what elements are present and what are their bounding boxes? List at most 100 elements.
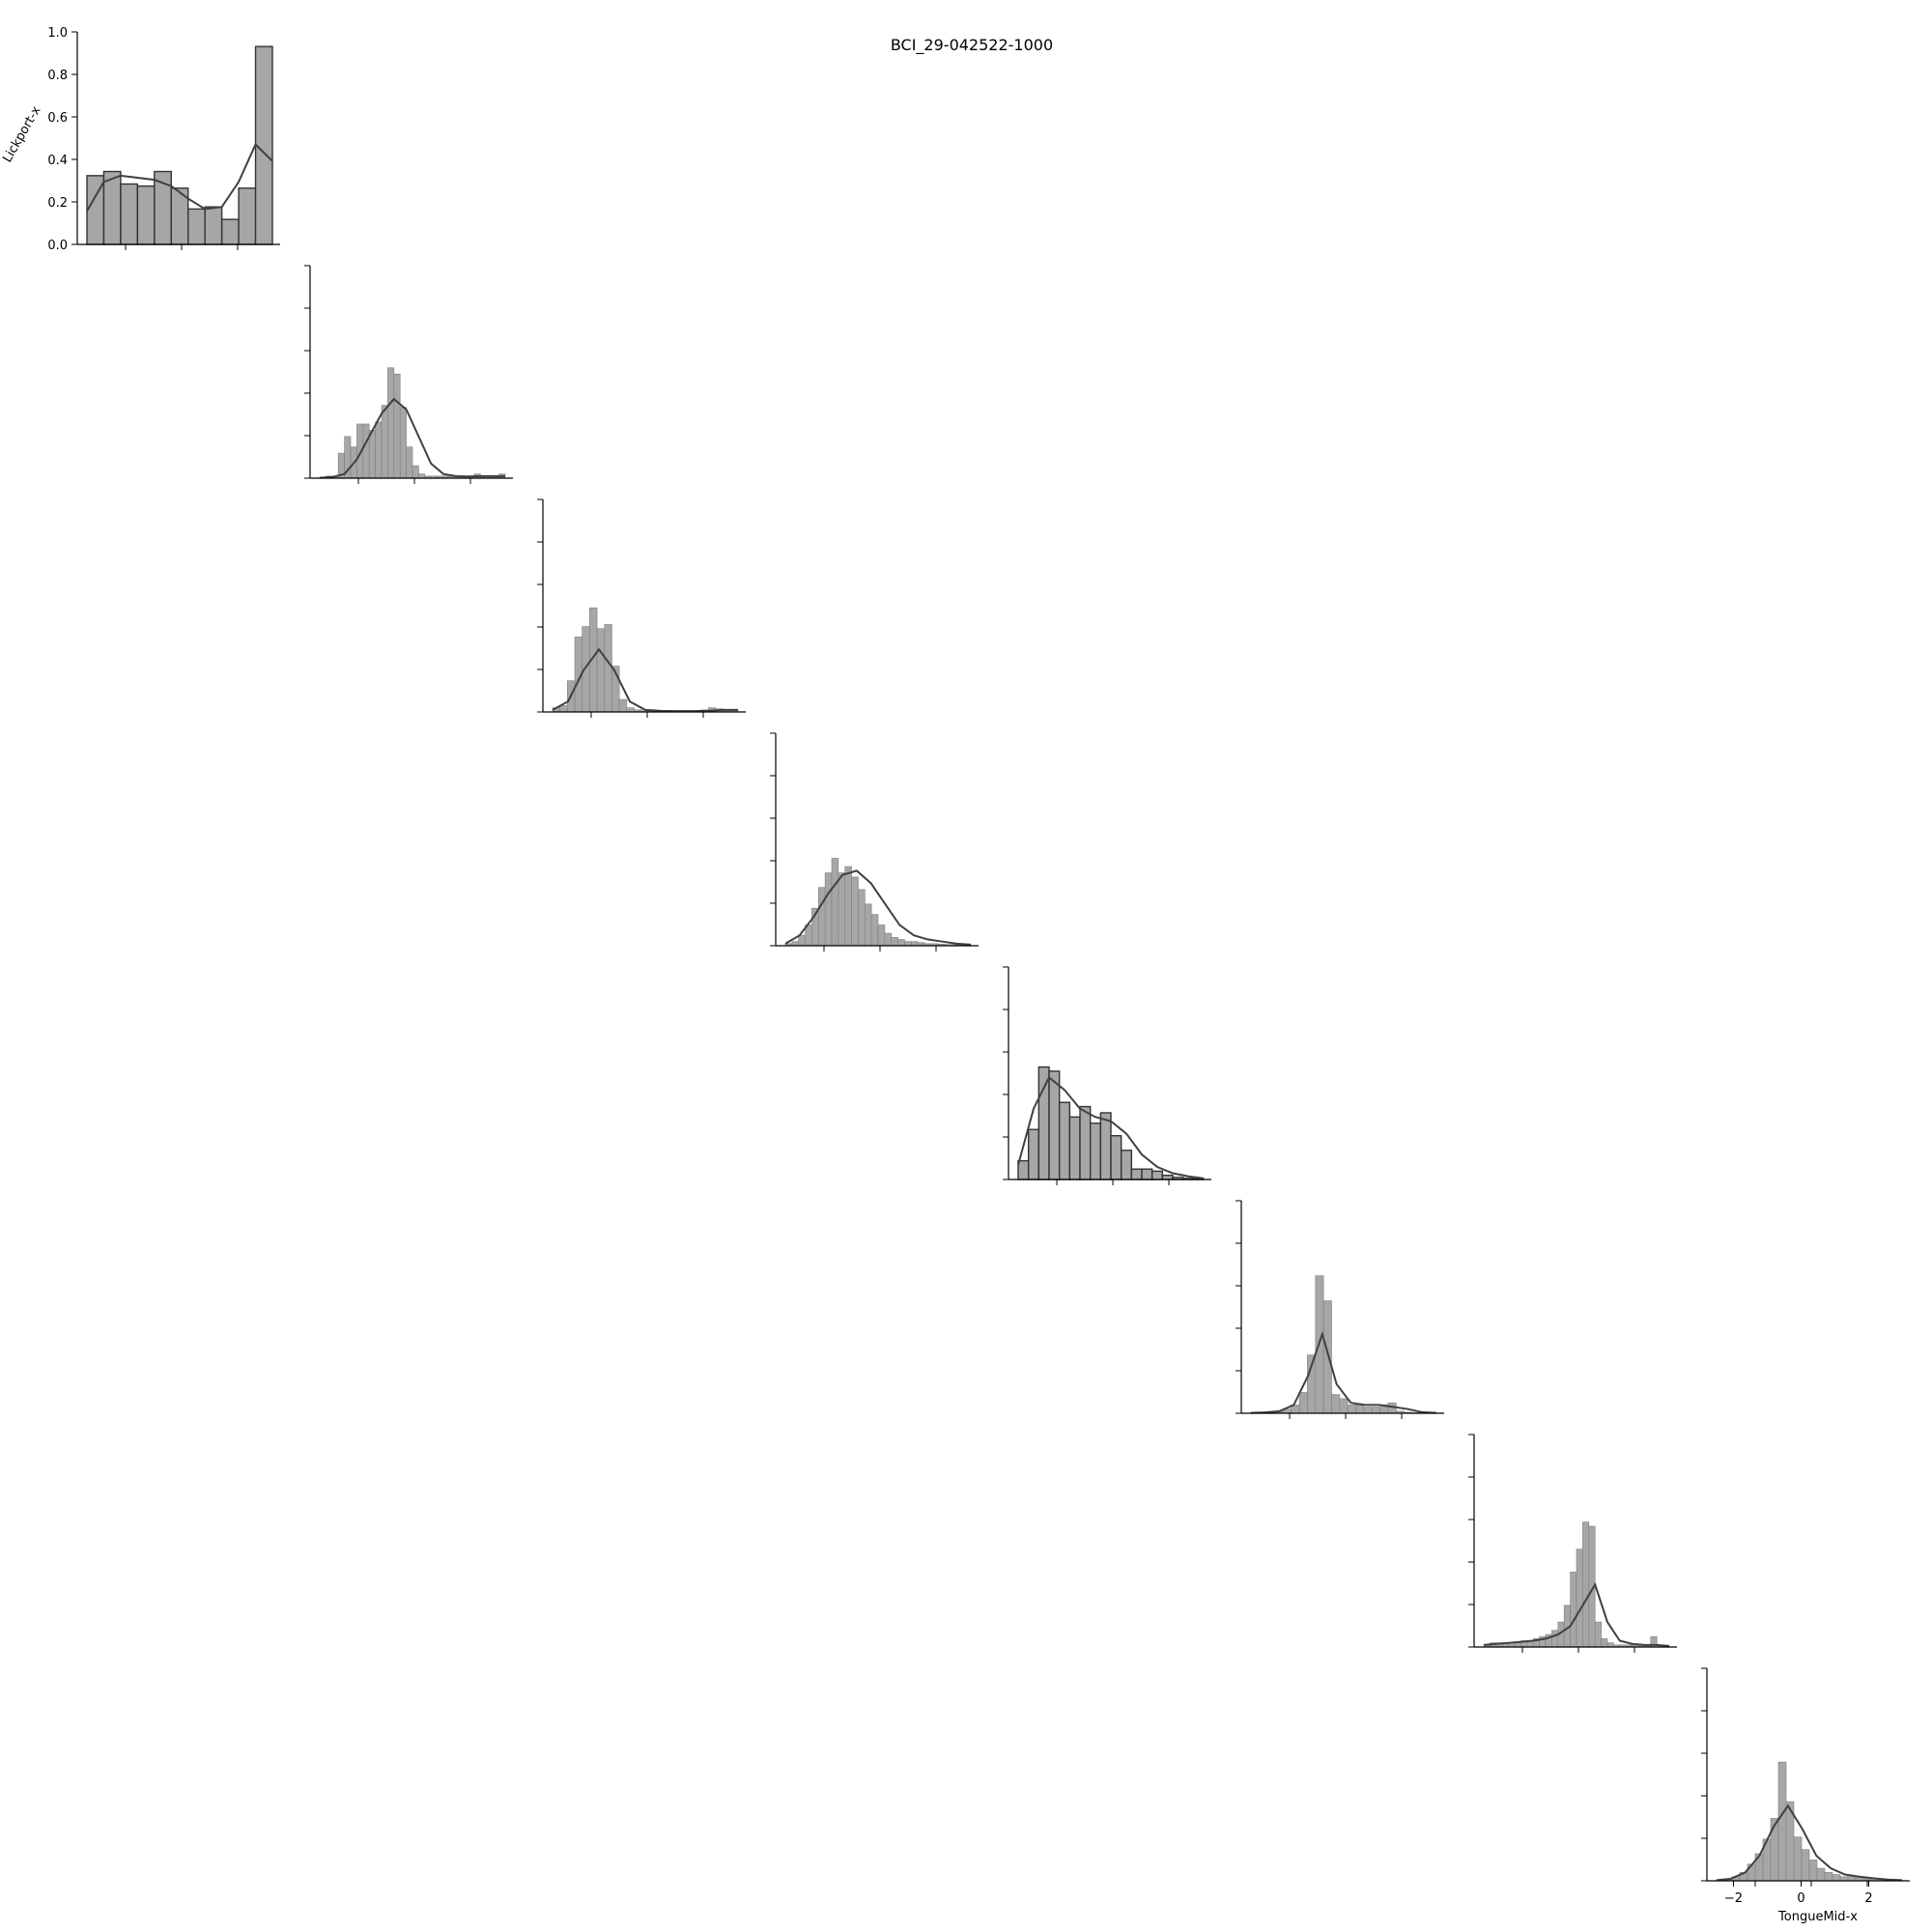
histogram-bar — [559, 705, 568, 713]
histogram-bar — [406, 446, 413, 479]
histogram-bar — [891, 937, 898, 947]
histogram-bar — [1161, 1174, 1174, 1180]
histogram-bar — [1027, 1128, 1040, 1180]
histogram-bar — [1048, 1070, 1061, 1180]
y-tick-label: 1.0 — [47, 26, 68, 41]
x-tick-label: −2 — [1724, 1891, 1743, 1906]
histogram-bar — [136, 185, 156, 245]
y-tick-label: 0.2 — [47, 196, 68, 211]
histogram-bar — [1514, 1642, 1521, 1648]
panel-6 — [1236, 1200, 1444, 1419]
kde-curve — [1483, 1581, 1670, 1647]
histogram-bar — [870, 914, 879, 947]
histogram-bar — [1808, 1860, 1818, 1882]
panel-7 — [1468, 1434, 1677, 1653]
histogram-bar — [1141, 1168, 1153, 1180]
histogram-bar — [1322, 1300, 1332, 1414]
histogram-bar — [626, 707, 635, 713]
histogram-bar — [375, 421, 383, 479]
histogram-bar — [864, 903, 872, 947]
histogram-bar — [1839, 1876, 1849, 1882]
histogram-bar — [1037, 1065, 1050, 1180]
y-tick-label: 0.0 — [47, 239, 68, 253]
histogram-bar — [187, 208, 206, 245]
kde-curve — [1716, 1804, 1903, 1882]
histogram-bar — [1832, 1874, 1841, 1882]
histogram-bar — [1582, 1521, 1590, 1648]
histogram-bar — [1298, 1392, 1308, 1414]
histogram-bar — [1601, 1638, 1608, 1648]
figure-title: BCI_29-042522-1000 — [891, 36, 1053, 55]
histogram-bar — [910, 941, 919, 947]
histogram-bar — [1754, 1853, 1764, 1882]
histogram-bar — [1068, 1116, 1081, 1180]
histogram-bar — [412, 465, 419, 479]
histogram-bar — [884, 932, 893, 947]
histogram-bar — [1099, 1112, 1112, 1180]
kde-curve — [86, 142, 273, 213]
histogram-bar — [393, 373, 401, 479]
histogram-bar — [1017, 1159, 1030, 1180]
histogram-bar — [791, 941, 800, 947]
histogram-bar — [381, 405, 388, 479]
panel-5 — [1003, 966, 1211, 1185]
histogram-bar — [1151, 1170, 1164, 1180]
panel-8: −2 0 2 TongueMid-x — [1701, 1667, 1910, 1924]
histogram-bar — [1120, 1150, 1133, 1180]
histogram-bar — [204, 206, 223, 245]
histogram-bar — [399, 407, 407, 479]
histogram-bar — [1339, 1398, 1349, 1414]
histogram-bar — [798, 934, 806, 947]
histogram-bar — [1355, 1405, 1365, 1414]
histogram-bar — [102, 170, 122, 245]
histogram-bar — [1570, 1572, 1577, 1648]
histogram-bar — [904, 941, 912, 947]
histogram-bar — [1371, 1406, 1380, 1414]
histogram-bar — [1089, 1122, 1102, 1180]
histogram-bar — [1058, 1101, 1071, 1180]
histogram-bar — [368, 430, 376, 479]
histogram-bar — [1777, 1761, 1787, 1882]
y-axis-label: Lickport-x — [0, 103, 43, 165]
histogram-bar — [418, 473, 426, 479]
histogram-bar — [1331, 1394, 1341, 1414]
kde-curve — [552, 647, 738, 713]
kde-curve — [319, 397, 505, 479]
histogram-bar — [897, 939, 905, 947]
histogram-bar — [238, 187, 257, 245]
histogram-bar — [596, 628, 606, 713]
histogram-bar — [1347, 1405, 1356, 1414]
histogram-bar — [1079, 1105, 1092, 1180]
histogram-bar — [1363, 1406, 1373, 1414]
histogram-bar — [1594, 1621, 1602, 1648]
histogram-bar — [1801, 1849, 1810, 1882]
histogram-bar — [1793, 1836, 1803, 1882]
histogram-bar — [858, 889, 866, 947]
histogram-bar — [817, 887, 826, 947]
histogram-bar — [1824, 1872, 1833, 1882]
histogram-bar — [120, 183, 139, 245]
kde-curve — [784, 869, 972, 946]
histogram-bar — [1551, 1630, 1559, 1648]
panel-1: 0.0 0.2 0.4 0.6 0.8 1.0 Lickport-x — [0, 26, 280, 253]
histogram-panels: 0.0 0.2 0.4 0.6 0.8 1.0 Lickport-x −2 0 2 TongueMi… — [0, 26, 1910, 1924]
histogram-bar — [1130, 1168, 1143, 1180]
panel-4 — [770, 732, 979, 952]
histogram-bar — [851, 876, 859, 947]
histogram-bar — [387, 367, 395, 479]
histogram-bar — [1110, 1135, 1122, 1180]
x-tick-label: 2 — [1864, 1891, 1872, 1906]
y-tick-label: 0.4 — [47, 154, 68, 168]
histogram-bar — [220, 218, 240, 245]
panel-3 — [537, 498, 746, 718]
histogram-bar — [844, 866, 852, 947]
kde-curve — [1017, 1075, 1205, 1179]
histogram-bar — [618, 698, 628, 713]
histogram-bar — [1576, 1548, 1583, 1648]
x-axis-label: TongueMid-x — [1777, 1910, 1858, 1924]
panel-2 — [304, 265, 513, 484]
histogram-bar — [1770, 1818, 1779, 1882]
histogram-bar — [1816, 1867, 1826, 1882]
histogram-bar — [362, 423, 370, 479]
